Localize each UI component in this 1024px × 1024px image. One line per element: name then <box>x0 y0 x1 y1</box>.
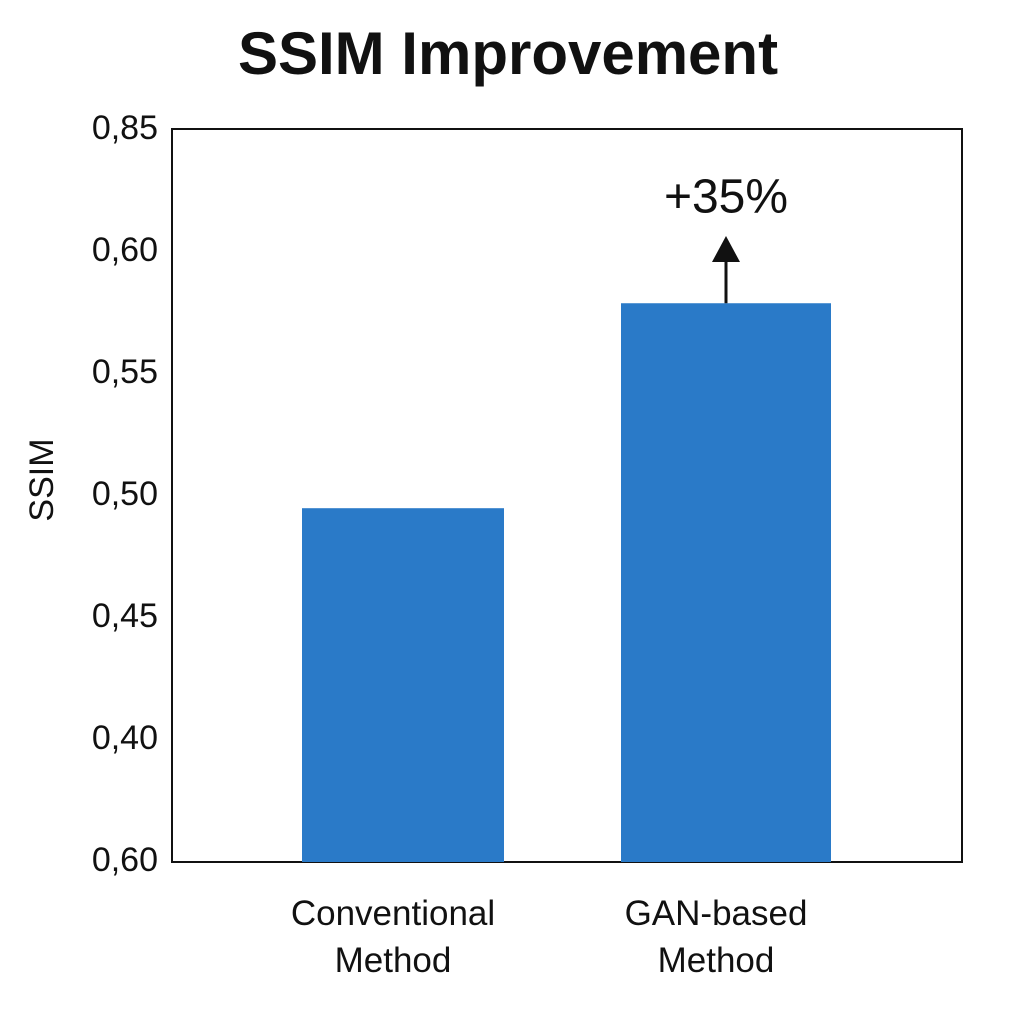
plot-frame <box>171 128 963 863</box>
y-tick-label: 0,50 <box>92 475 158 513</box>
y-tick-label: 0,45 <box>92 597 158 635</box>
y-tick-label: 0,85 <box>92 109 158 147</box>
bar <box>621 303 831 862</box>
y-tick-label: 0,55 <box>92 353 158 391</box>
y-axis-label: SSIM <box>23 438 61 521</box>
x-tick-label: GAN-based Method <box>624 894 808 980</box>
annotation: +35% <box>664 171 788 224</box>
y-tick-label: 0,60 <box>92 841 158 879</box>
y-tick-label: 0,40 <box>92 719 158 757</box>
annotation-arrowhead <box>712 236 740 262</box>
y-tick-label: 0,60 <box>92 231 158 269</box>
bar <box>302 508 504 862</box>
x-tick-label: Conventional Method <box>290 894 496 980</box>
chart-title: SSIM Improvement <box>238 20 778 87</box>
